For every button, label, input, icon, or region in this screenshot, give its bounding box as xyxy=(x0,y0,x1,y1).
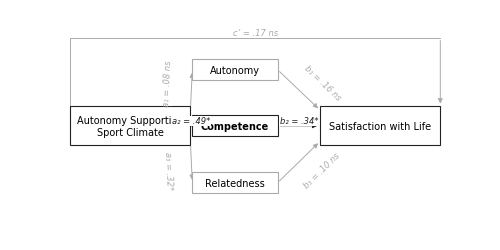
Text: Autonomy: Autonomy xyxy=(210,66,260,76)
Text: b₂ = .34*: b₂ = .34* xyxy=(280,117,318,126)
Text: Satisfaction with Life: Satisfaction with Life xyxy=(329,121,432,131)
Text: a₂ = .49*: a₂ = .49* xyxy=(172,117,210,126)
Bar xyxy=(192,60,278,81)
Text: Relatedness: Relatedness xyxy=(205,178,265,188)
Text: b₃ = .10 ns: b₃ = .10 ns xyxy=(302,150,342,190)
Bar xyxy=(70,107,190,146)
Text: Competence: Competence xyxy=(201,121,269,131)
Text: Autonomy Supportive
Sport Climate: Autonomy Supportive Sport Climate xyxy=(77,116,184,137)
Bar xyxy=(192,172,278,194)
Text: a₁ = .08 ns: a₁ = .08 ns xyxy=(162,60,173,106)
Text: c’ = .17 ns: c’ = .17 ns xyxy=(232,28,278,37)
Bar xyxy=(192,116,278,137)
Bar xyxy=(320,107,440,146)
Text: b₁ = .16 ns: b₁ = .16 ns xyxy=(302,64,342,102)
Text: a₃ = .32*: a₃ = .32* xyxy=(162,151,173,189)
